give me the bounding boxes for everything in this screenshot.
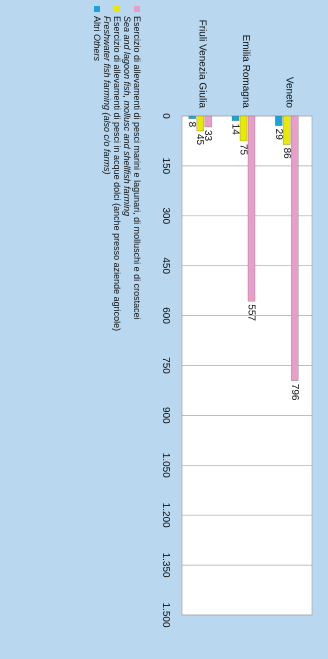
bar [247, 115, 256, 302]
bar [283, 115, 291, 145]
x-tick-label: 1.350 [160, 553, 171, 578]
bar [231, 115, 240, 121]
legend-label-freshwater: Esercizio di allevamenti di pesci in acq… [112, 16, 122, 332]
bar-value-label: 29 [273, 129, 284, 141]
category-label: Friuli Venezia Giulia [197, 20, 208, 109]
bar [188, 115, 196, 119]
bar-value-label: 8 [186, 122, 197, 128]
legend-swatch-freshwater [114, 6, 120, 12]
legend-label-others-en: Others [92, 34, 102, 62]
category-label: Emilia Romagna [240, 35, 251, 109]
bar [275, 115, 283, 126]
legend-label-marine: Esercizio di allevamenti di pesci marini… [132, 16, 142, 320]
bar-value-label: 557 [246, 304, 257, 321]
legend-label-freshwater-en: Freshwater fish farming (also c/o farms) [102, 16, 112, 175]
bar-value-label: 86 [281, 148, 292, 160]
x-tick-label: 750 [160, 357, 171, 374]
legend-item-freshwater: Esercizio di allevamenti di pesci in acq… [102, 6, 122, 411]
x-tick-label: 600 [160, 307, 171, 324]
x-tick-label: 0 [160, 113, 171, 119]
legend-item-others: Altri Others [92, 6, 102, 411]
legend-swatch-others [94, 6, 100, 12]
legend: Esercizio di allevamenti di pesci marini… [92, 6, 142, 411]
x-tick-label: 1.500 [160, 602, 171, 627]
x-tick-label: 300 [160, 207, 171, 224]
bar [204, 115, 212, 128]
x-tick-label: 1.050 [160, 453, 171, 478]
bar [196, 115, 204, 132]
x-tick-label: 450 [160, 257, 171, 274]
bar [239, 115, 248, 142]
bar-value-label: 14 [230, 124, 241, 136]
bar [291, 115, 299, 381]
legend-swatch-marine [134, 6, 140, 12]
x-tick-label: 150 [160, 158, 171, 175]
legend-item-marine: Esercizio di allevamenti di pesci marini… [122, 6, 142, 411]
bar-value-label: 33 [202, 130, 213, 142]
legend-label-others: Altri [92, 16, 102, 32]
bar-value-label: 45 [194, 134, 205, 146]
bar-value-label: 75 [238, 144, 249, 156]
legend-label-marine-en: Sea and lagoon fish, mollusc and shellfi… [122, 16, 132, 217]
category-label: Veneto [283, 77, 294, 109]
x-tick-label: 1.200 [160, 503, 171, 528]
bar-value-label: 796 [289, 384, 300, 401]
x-tick-label: 900 [160, 407, 171, 424]
